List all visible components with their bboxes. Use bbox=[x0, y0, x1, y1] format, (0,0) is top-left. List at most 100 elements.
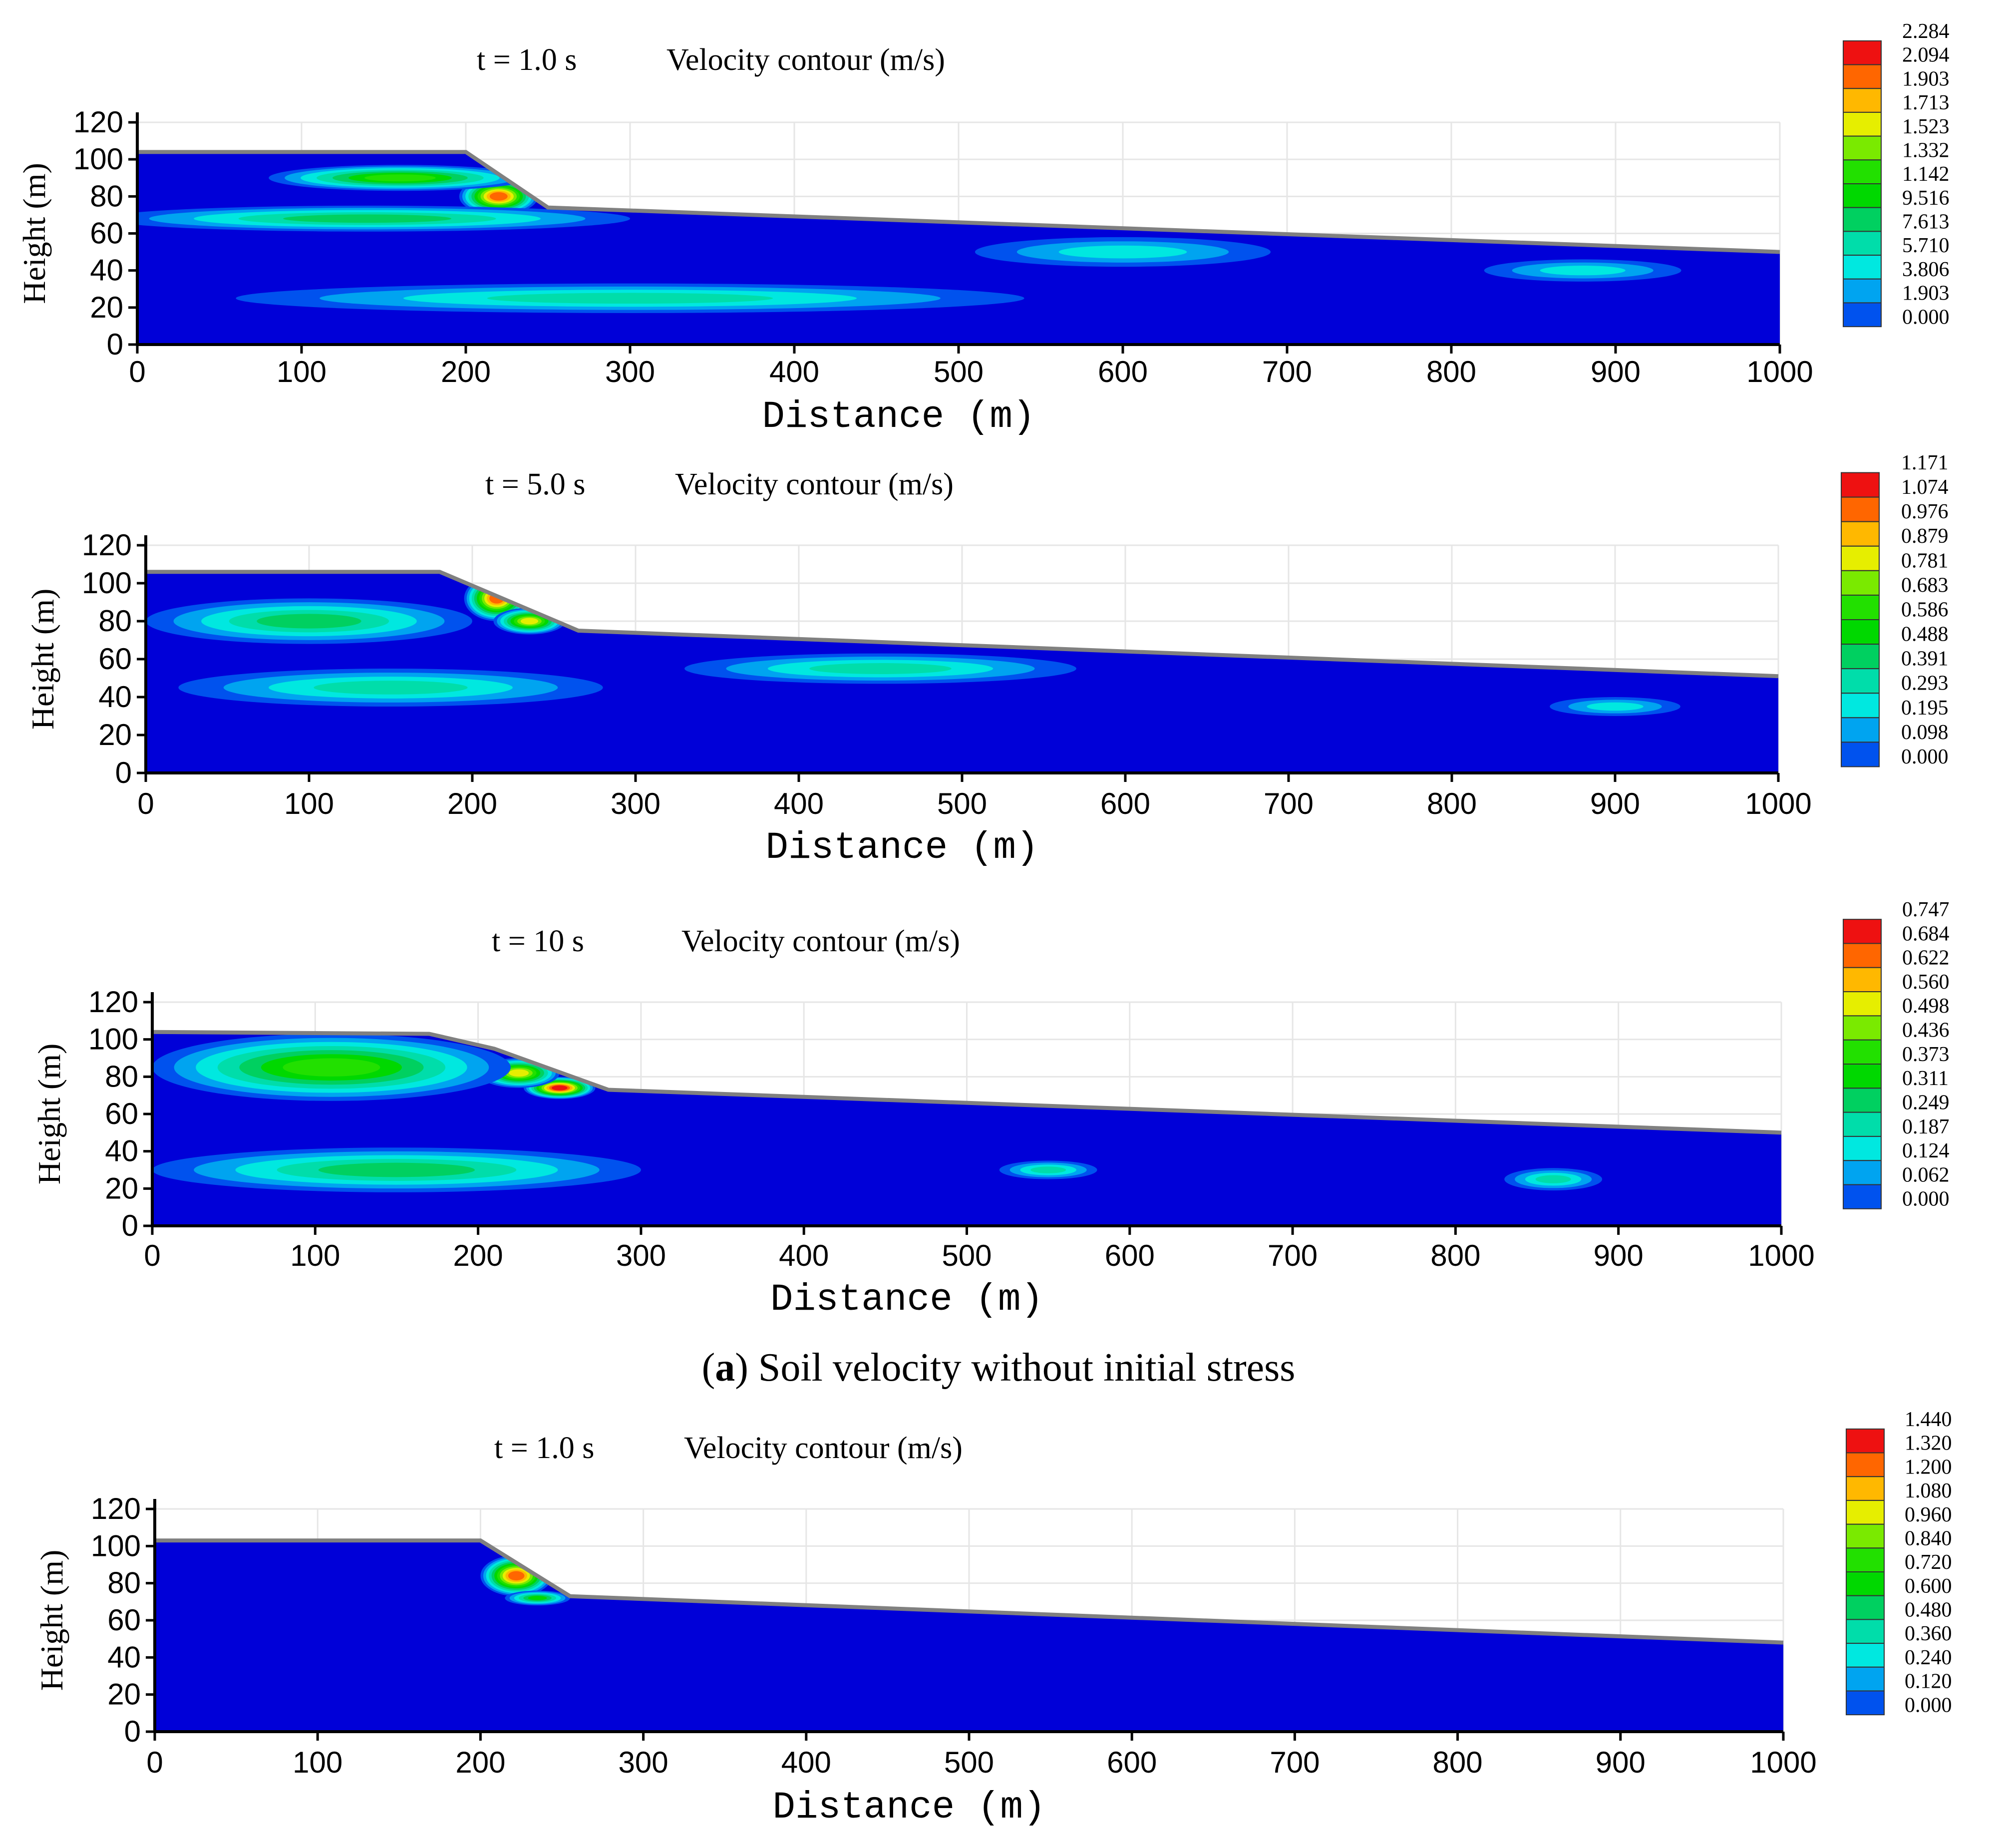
x-tick-label: 400 bbox=[774, 787, 824, 820]
legend-swatch bbox=[1843, 991, 1882, 1017]
color-legend: 2.2842.0941.9031.7131.5231.3321.1429.516… bbox=[1843, 20, 1950, 329]
y-tick-label: 100 bbox=[73, 142, 123, 176]
ground-surface bbox=[137, 150, 1780, 254]
velocity-contour bbox=[809, 663, 952, 675]
velocity-contour bbox=[508, 1571, 525, 1581]
legend-value: 0.976 bbox=[1901, 500, 1949, 523]
legend-value: 0.586 bbox=[1901, 598, 1949, 621]
legend-value: 0.960 bbox=[1905, 1503, 1952, 1526]
velocity-panel-4: 0 100 200 300 400 500 600 700 800 900 1000 0 20 40608… bbox=[34, 1408, 1952, 1829]
y-tick-label: 80 bbox=[107, 1566, 141, 1600]
legend-value: 0.436 bbox=[1902, 1019, 1950, 1042]
y-axis-label: Height (m) bbox=[31, 1044, 67, 1185]
legend-value: 0.720 bbox=[1905, 1551, 1952, 1574]
x-axis-label: Distance (m) bbox=[765, 826, 1038, 869]
legend-swatch bbox=[1841, 741, 1880, 767]
legend-swatch bbox=[1843, 1064, 1882, 1089]
panel-caption-label: a bbox=[715, 1346, 735, 1390]
panel-time-label: t = 5.0 s bbox=[485, 467, 585, 501]
x-axis-label: Distance (m) bbox=[772, 1786, 1045, 1829]
y-tick-label: 20 bbox=[90, 291, 123, 324]
legend-swatch bbox=[1843, 111, 1882, 137]
legend-swatch bbox=[1841, 570, 1880, 596]
legend-swatch bbox=[1843, 1111, 1882, 1137]
legend-swatch bbox=[1841, 693, 1880, 719]
velocity-contour bbox=[364, 174, 436, 182]
panel-time-label: t = 1.0 s bbox=[494, 1431, 594, 1465]
y-tick-label: 120 bbox=[82, 528, 132, 562]
x-tick-label: 100 bbox=[290, 1239, 340, 1272]
legend-swatch bbox=[1843, 302, 1882, 328]
legend-value: 0.683 bbox=[1901, 574, 1949, 597]
legend-swatch bbox=[1841, 521, 1880, 547]
y-tick-label: 60 bbox=[90, 217, 123, 250]
legend-value: 0.840 bbox=[1905, 1527, 1952, 1550]
legend-swatch bbox=[1843, 943, 1882, 968]
panel-caption-label-close: ) bbox=[735, 1346, 758, 1390]
velocity-contour bbox=[257, 614, 361, 629]
x-tick-label: 600 bbox=[1105, 1239, 1155, 1272]
ground-surface bbox=[146, 570, 1779, 679]
velocity-contour bbox=[1587, 702, 1644, 711]
legend-value: 3.806 bbox=[1902, 258, 1950, 281]
legend-swatch bbox=[1841, 644, 1880, 670]
x-tick-label: 400 bbox=[769, 355, 819, 388]
velocity-contour bbox=[528, 1596, 547, 1600]
legend-value: 1.320 bbox=[1905, 1432, 1952, 1455]
velocity-contour bbox=[314, 681, 468, 695]
legend-value: 0.000 bbox=[1905, 1694, 1952, 1717]
legend-value: 0.311 bbox=[1902, 1067, 1949, 1090]
legend-swatch bbox=[1843, 231, 1882, 256]
velocity-contour bbox=[1540, 266, 1626, 276]
legend-swatch bbox=[1843, 159, 1882, 184]
legend-value: 0.195 bbox=[1901, 697, 1949, 720]
y-tick-label: 100 bbox=[88, 1023, 138, 1056]
velocity-contour bbox=[551, 1085, 568, 1091]
legend-swatch bbox=[1841, 594, 1880, 621]
x-tick-label: 300 bbox=[616, 1239, 666, 1272]
velocity-field bbox=[137, 165, 1681, 313]
x-tick-label: 400 bbox=[779, 1239, 829, 1272]
legend-swatch bbox=[1846, 1666, 1885, 1692]
legend-value: 2.094 bbox=[1902, 44, 1950, 67]
y-tick-label: 80 bbox=[105, 1060, 138, 1093]
x-tick-label: 500 bbox=[934, 355, 984, 388]
legend-value: 0.560 bbox=[1902, 971, 1950, 994]
y-axis-label: Height (m) bbox=[25, 589, 60, 730]
x-tick-label: 600 bbox=[1107, 1746, 1157, 1779]
legend-swatch bbox=[1843, 1088, 1882, 1113]
x-axis-label: Distance (m) bbox=[762, 395, 1035, 438]
x-tick-label: 700 bbox=[1264, 787, 1314, 820]
x-tick-label: 100 bbox=[293, 1746, 342, 1779]
x-tick-label: 100 bbox=[277, 355, 327, 388]
y-tick-label: 40 bbox=[90, 254, 123, 287]
legend-value: 0.488 bbox=[1901, 623, 1949, 646]
y-tick-label: 20 bbox=[107, 1678, 141, 1711]
panel-title: Velocity contour (m/s) bbox=[681, 924, 960, 958]
legend-swatch bbox=[1843, 1135, 1882, 1161]
legend-value: 0.622 bbox=[1902, 947, 1950, 970]
legend-value: 0.062 bbox=[1902, 1163, 1950, 1186]
y-tick-label: 0 bbox=[115, 756, 132, 789]
y-tick-label: 60 bbox=[107, 1603, 141, 1637]
y-tick-label: 0 bbox=[122, 1209, 138, 1242]
legend-swatch bbox=[1846, 1452, 1885, 1478]
legend-value: 0.240 bbox=[1905, 1646, 1952, 1669]
legend-value: 1.142 bbox=[1902, 163, 1950, 186]
legend-value: 0.098 bbox=[1901, 721, 1949, 744]
legend-value: 0.684 bbox=[1902, 922, 1950, 945]
y-axis-label: Height (m) bbox=[16, 163, 52, 304]
x-tick-label: 800 bbox=[1433, 1746, 1483, 1779]
legend-value: 0.600 bbox=[1905, 1575, 1952, 1598]
x-tick-label: 900 bbox=[1594, 1239, 1644, 1272]
legend-value: 5.710 bbox=[1902, 234, 1950, 257]
legend-value: 1.074 bbox=[1901, 476, 1949, 499]
legend-swatch bbox=[1843, 88, 1882, 113]
panel-time-label: t = 10 s bbox=[492, 924, 584, 958]
legend-value: 0.373 bbox=[1902, 1043, 1950, 1066]
x-tick-label: 700 bbox=[1268, 1239, 1318, 1272]
legend-swatch bbox=[1841, 668, 1880, 694]
ground-surface bbox=[152, 1030, 1782, 1135]
x-tick-label: 0 bbox=[144, 1239, 160, 1272]
legend-swatch bbox=[1843, 64, 1882, 89]
